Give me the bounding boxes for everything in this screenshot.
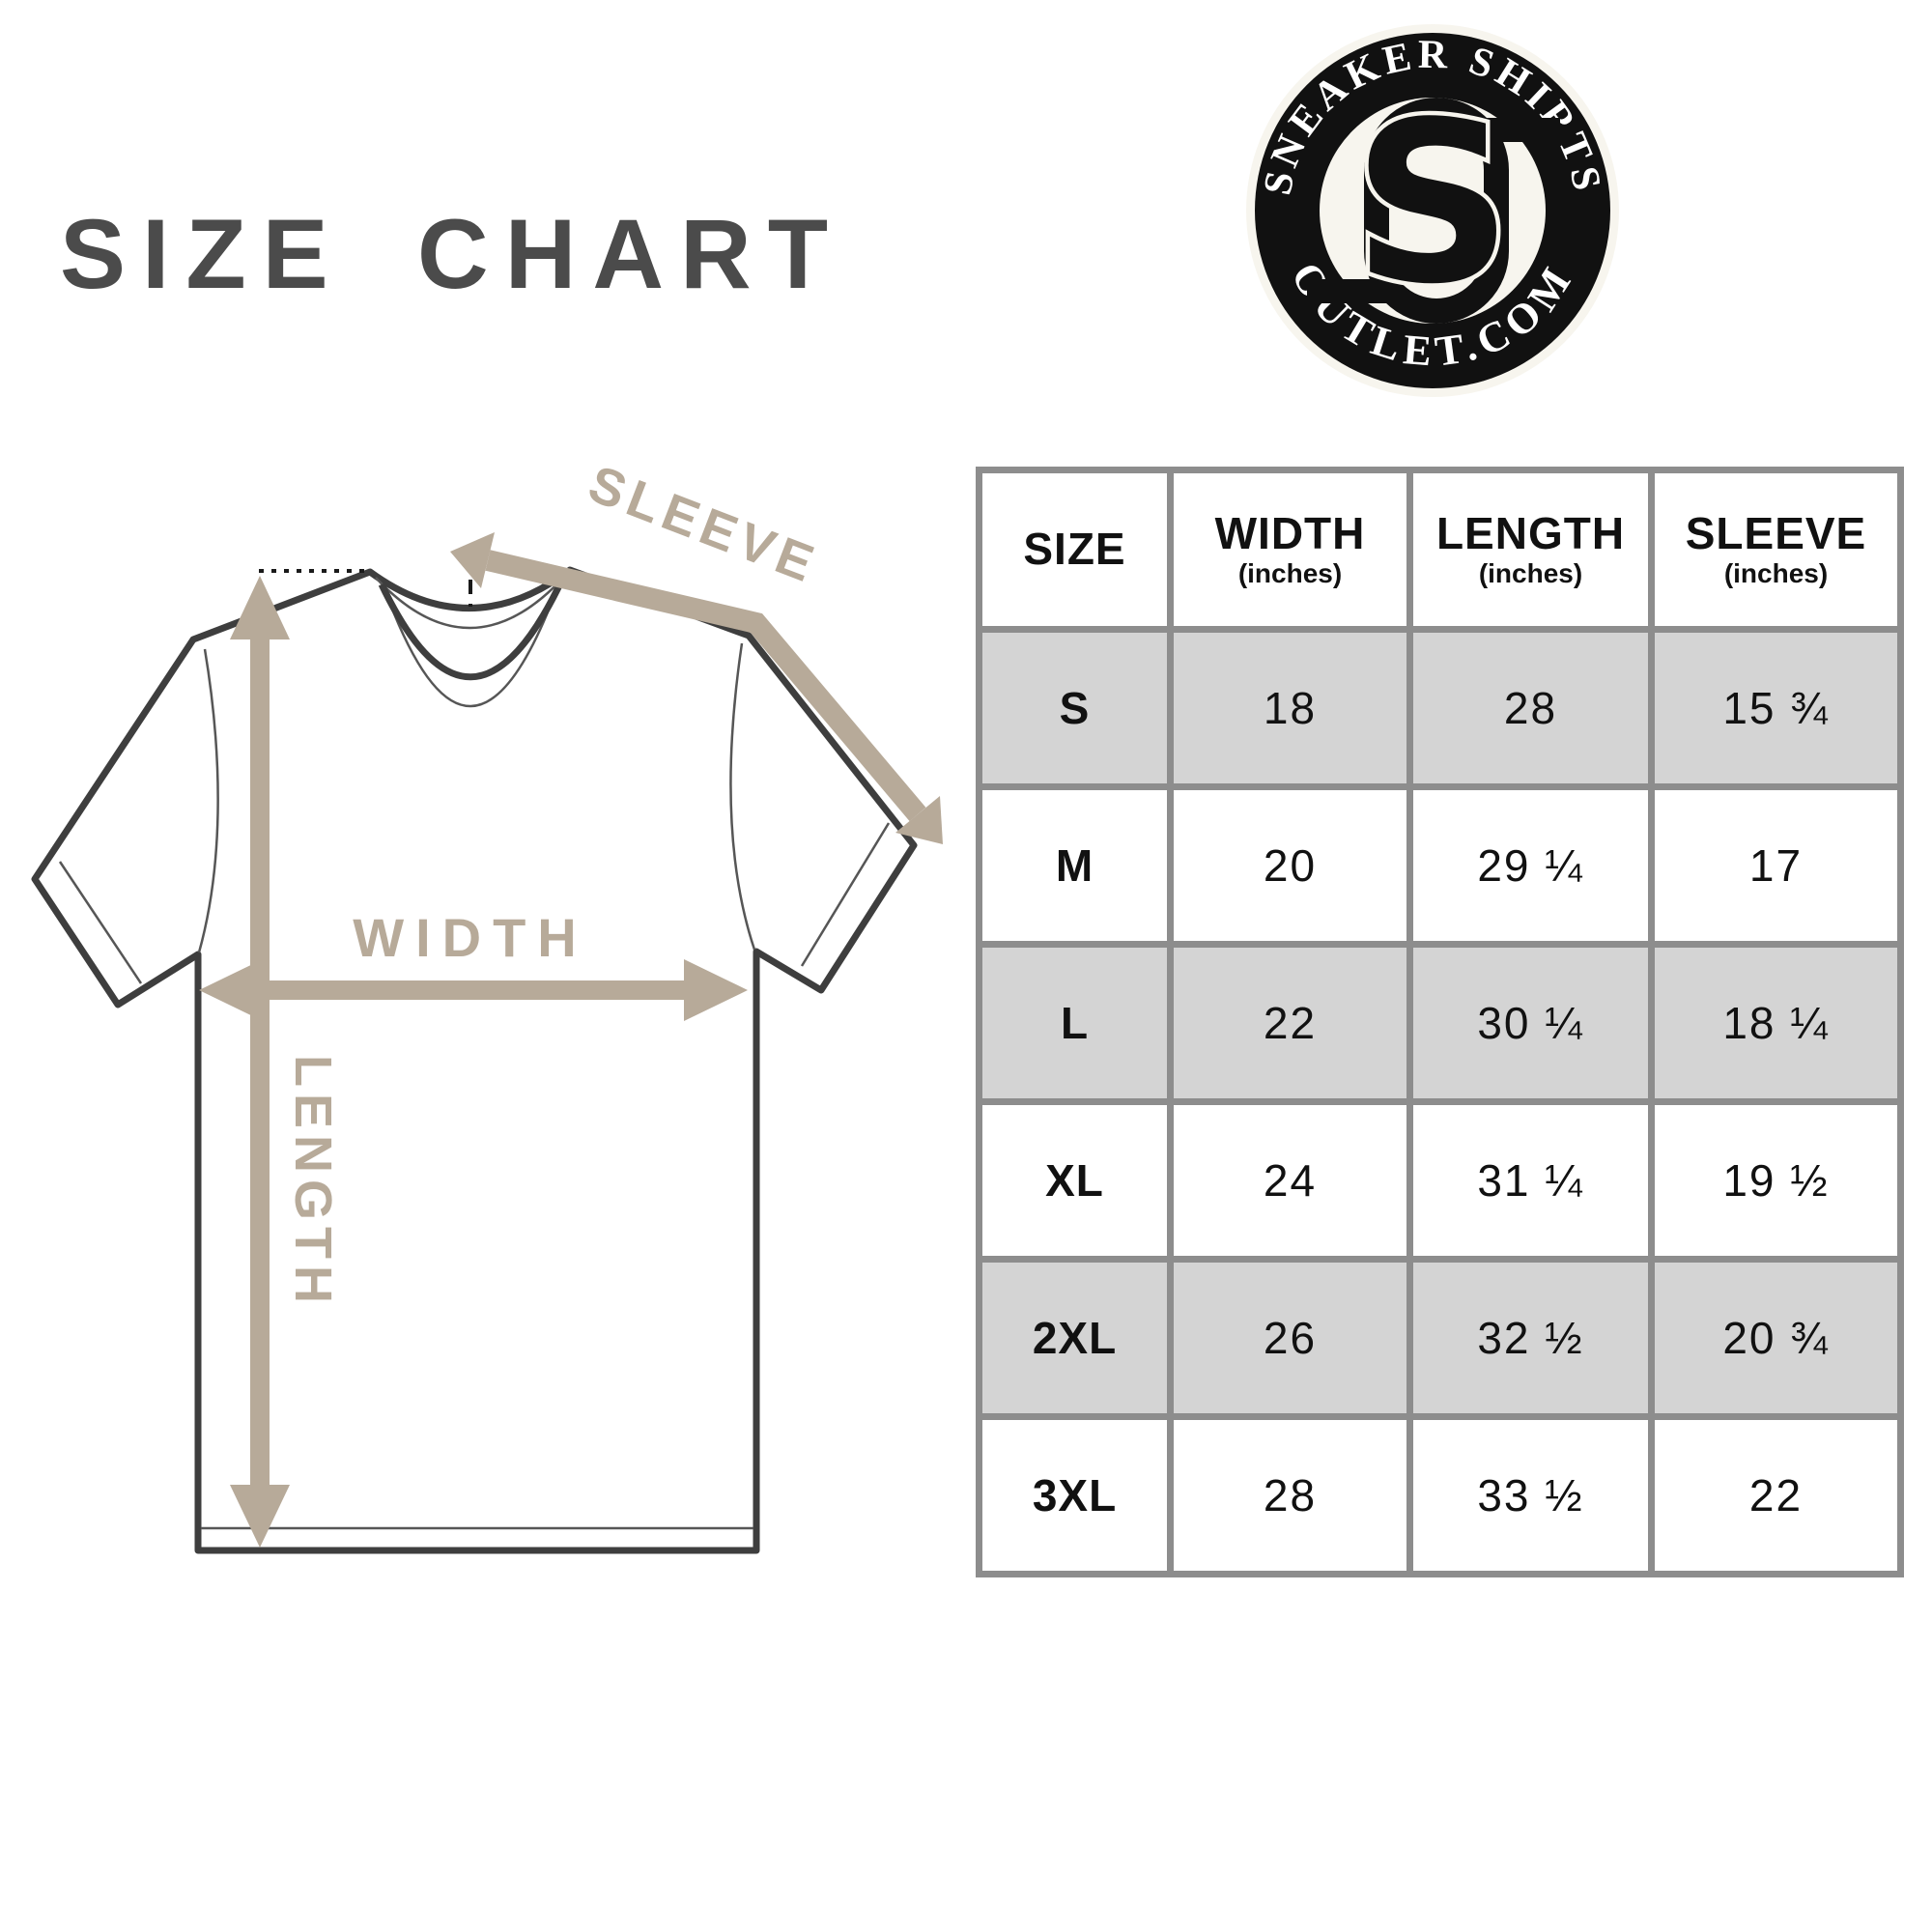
cell-length: 30 ¼: [1406, 941, 1655, 1105]
table-row-s: S 18 28 15 ¾: [976, 626, 1904, 790]
sleeve-label: SLEEVE: [581, 455, 826, 595]
table-row-3xl: 3XL 28 33 ½ 22: [976, 1413, 1904, 1577]
cell-size: 3XL: [976, 1413, 1174, 1577]
cell-width: 28: [1167, 1413, 1413, 1577]
header-length: LENGTH (inches): [1406, 467, 1655, 633]
table-row-2xl: 2XL 26 32 ½ 20 ¾: [976, 1256, 1904, 1420]
tshirt-outline: [31, 566, 918, 1554]
width-label: WIDTH: [353, 907, 588, 968]
table-row-xl: XL 24 31 ¼ 19 ½: [976, 1098, 1904, 1263]
cell-size: 2XL: [976, 1256, 1174, 1420]
cell-length: 29 ¼: [1406, 783, 1655, 948]
sleeve-arrow-icon: [450, 532, 943, 844]
cell-length: 31 ¼: [1406, 1098, 1655, 1263]
cell-length: 32 ½: [1406, 1256, 1655, 1420]
cell-size: M: [976, 783, 1174, 948]
page-title: SIZE CHART: [60, 199, 844, 309]
tshirt-seams: [58, 575, 891, 1530]
length-label: LENGTH: [284, 1055, 342, 1310]
cell-sleeve: 17: [1648, 783, 1904, 948]
cell-sleeve: 18 ¼: [1648, 941, 1904, 1105]
cell-width: 22: [1167, 941, 1413, 1105]
cell-sleeve: 19 ½: [1648, 1098, 1904, 1263]
header-row: SIZE WIDTH (inches) LENGTH (inches) SLEE…: [976, 467, 1904, 633]
brand-logo: SNEAKER SHIRTS OUTLET.COM S: [1246, 24, 1619, 397]
badge-monogram-icon: S: [1307, 71, 1560, 338]
cell-sleeve: 20 ¾: [1648, 1256, 1904, 1420]
header-width: WIDTH (inches): [1167, 467, 1413, 633]
header-sleeve: SLEEVE (inches): [1648, 467, 1904, 633]
table-row-l: L 22 30 ¼ 18 ¼: [976, 941, 1904, 1105]
cell-size: L: [976, 941, 1174, 1105]
collar-band: [378, 580, 565, 681]
cell-width: 18: [1167, 626, 1413, 790]
cell-sleeve: 22: [1648, 1413, 1904, 1577]
cell-sleeve: 15 ¾: [1648, 626, 1904, 790]
cell-length: 33 ½: [1406, 1413, 1655, 1577]
svg-text:S: S: [1352, 75, 1513, 333]
cell-size: S: [976, 626, 1174, 790]
cell-width: 26: [1167, 1256, 1413, 1420]
length-arrow-icon: [230, 576, 290, 1548]
tshirt-diagram: LENGTH WIDTH SLEEVE: [31, 455, 943, 1554]
cell-width: 20: [1167, 783, 1413, 948]
cell-width: 24: [1167, 1098, 1413, 1263]
size-table: SIZE WIDTH (inches) LENGTH (inches) SLEE…: [976, 467, 1904, 1577]
cell-size: XL: [976, 1098, 1174, 1263]
width-arrow-icon: [199, 959, 748, 1021]
size-table-container: SIZE WIDTH (inches) LENGTH (inches) SLEE…: [976, 467, 1904, 1577]
table-row-m: M 20 29 ¼ 17: [976, 783, 1904, 948]
header-size: SIZE: [976, 467, 1174, 633]
cell-length: 28: [1406, 626, 1655, 790]
